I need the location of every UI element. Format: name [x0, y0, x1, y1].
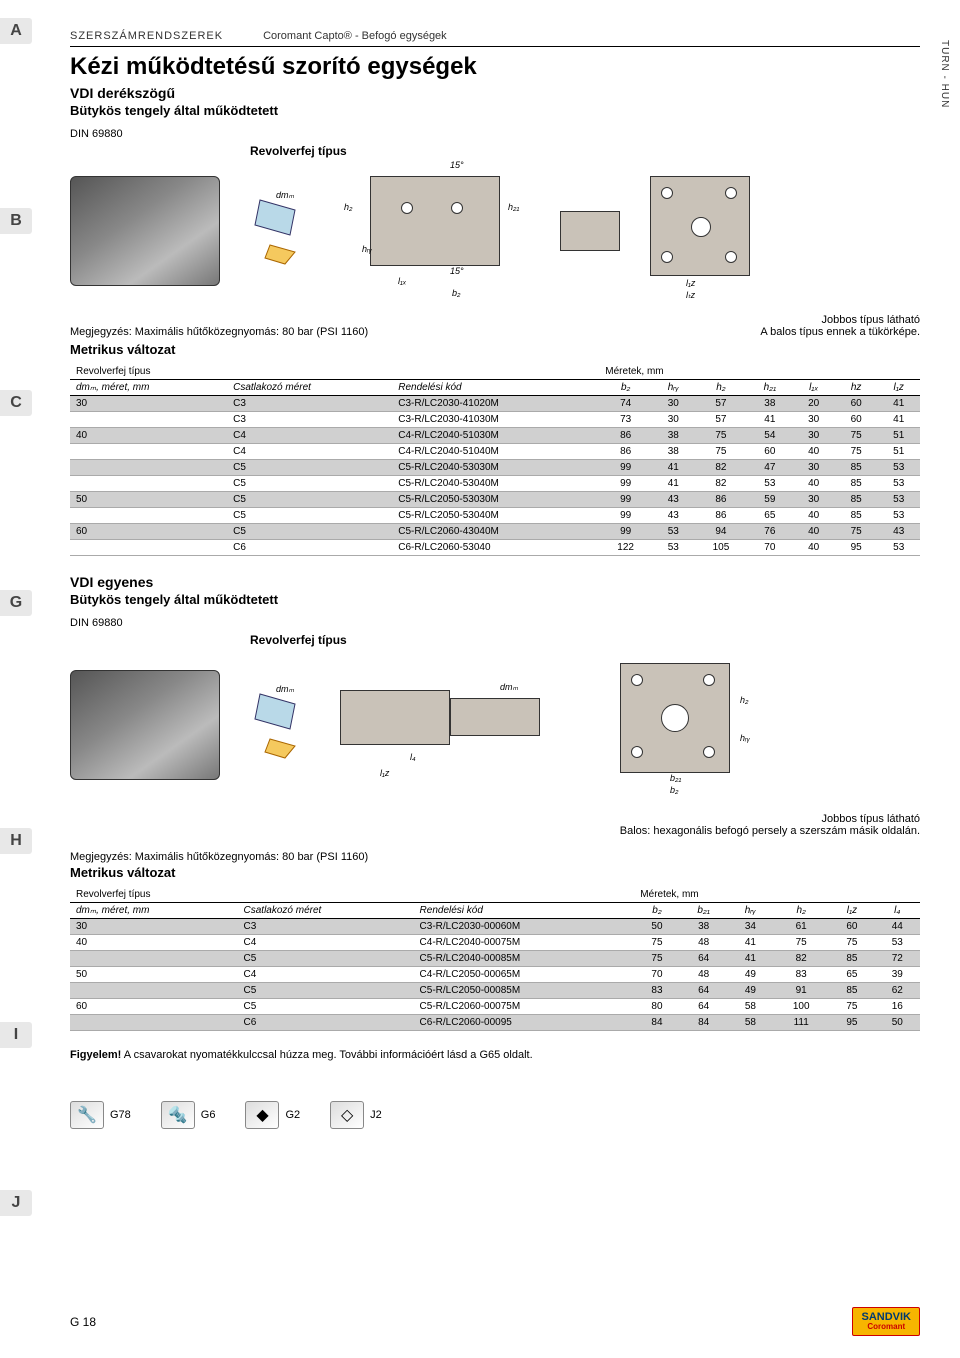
header-category: SZERSZÁMRENDSZEREK — [70, 30, 223, 42]
ref-label: G6 — [201, 1109, 216, 1121]
note-r1-l2: A balos típus ennek a tükörképe. — [760, 326, 920, 338]
dim-l1z: l₁z — [686, 278, 695, 288]
table-row: C5C5-R/LC2040-53040M99418253408553 — [70, 476, 920, 492]
table-row: C5C5-R/LC2050-00085M836449918562 — [70, 983, 920, 999]
dim2-b21: b₂₁ — [670, 773, 681, 783]
note-r2-l1: Jobbos típus látható — [70, 813, 920, 825]
note-left-2: Megjegyzés: Maximális hűtőközegnyomás: 8… — [70, 851, 920, 863]
note-right-1: Jobbos típus látható A balos típus ennek… — [760, 314, 920, 338]
footer: G 18 SANDVIK Coromant — [70, 1307, 920, 1336]
ref-label: J2 — [370, 1109, 382, 1121]
metric-heading-2: Metrikus változat — [70, 865, 920, 880]
icon-ref: 🔧 G78 — [70, 1101, 131, 1129]
header-subtitle: Coromant Capto® - Befogó egységek — [263, 30, 447, 42]
section1-line1: VDI derékszögű — [70, 85, 920, 101]
dim2-dmm: dmₘ — [276, 684, 294, 695]
note-row-1: Megjegyzés: Maximális hűtőközegnyomás: 8… — [70, 314, 920, 338]
footer-logo: SANDVIK Coromant — [852, 1307, 920, 1336]
ref-label: G78 — [110, 1109, 131, 1121]
dim-h21: h₂₁ — [508, 202, 519, 212]
dim2-dmm2: dmₘ — [500, 682, 518, 693]
dim-l1x: l₁ₓ — [398, 276, 406, 286]
table-row: 60C5C5-R/LC2060-43040M99539476407543 — [70, 524, 920, 540]
section2-line2: Bütykös tengely által működtetett — [70, 592, 920, 607]
dim2-hry: hᵣᵧ — [740, 733, 750, 743]
table-row: 50C4C4-R/LC2050-00065M704849836539 — [70, 967, 920, 983]
dim-hry: hᵣᵧ — [362, 244, 372, 254]
table-row: C4C4-R/LC2040-51040M86387560407551 — [70, 444, 920, 460]
note-r1-l1: Jobbos típus látható — [760, 314, 920, 326]
dim-dmm: dmₘ — [276, 190, 294, 201]
fig2-side-schem: dmₘ l₄ l₁z — [330, 660, 590, 790]
footer-page: G 18 — [70, 1315, 96, 1329]
table-row: 40C4C4-R/LC2040-00075M754841757553 — [70, 935, 920, 951]
section1-din: DIN 69880 — [70, 128, 920, 140]
section2-line1: VDI egyenes — [70, 574, 920, 590]
dim-b2: b₂ — [452, 288, 460, 298]
dim2-b2: b₂ — [670, 785, 678, 795]
figure-row-1: dmₘ 15° h₂ hᵣᵧ h₂₁ l₁ₓ b₂ 15° dmₘ — [70, 166, 920, 296]
table-row: C6C6-R/LC2060-530401225310570409553 — [70, 540, 920, 556]
table-row: C3C3-R/LC2030-41030M73305741306041 — [70, 412, 920, 428]
table-row: 40C4C4-R/LC2040-51030M86387554307551 — [70, 428, 920, 444]
ref-icon: ◆ — [245, 1101, 279, 1129]
section1-line2: Bütykös tengely által működtetett — [70, 103, 920, 118]
header-rule — [70, 46, 920, 47]
metric-heading-1: Metrikus változat — [70, 342, 920, 357]
table1: Revolverfej típusMéretek, mmdmₘ, méret, … — [70, 363, 920, 556]
table-row: 60C5C5-R/LC2060-00075M8064581007516 — [70, 999, 920, 1015]
icon-ref: ◆ G2 — [245, 1101, 300, 1129]
table-row: C5C5-R/LC2040-00085M756441828572 — [70, 951, 920, 967]
note-right-2: Jobbos típus látható Balos: hexagonális … — [70, 813, 920, 837]
fig1-side-schem: 15° h₂ hᵣᵧ h₂₁ l₁ₓ b₂ 15° — [330, 166, 540, 296]
section2-revolver-label: Revolverfej típus — [250, 633, 920, 647]
warning: Figyelem! A csavarokat nyomatékkulccsal … — [70, 1049, 920, 1061]
figure-row-2: dmₘ dmₘ l₄ l₁z h₂ hᵣᵧ b₂₁ b₂ — [70, 655, 920, 795]
ref-icon: 🔧 — [70, 1101, 104, 1129]
table-row: 50C5C5-R/LC2050-53030M99438659308553 — [70, 492, 920, 508]
fig1-cyl: dmₘ — [560, 211, 620, 251]
dim-15b: 15° — [450, 266, 464, 276]
fig1-front-schem: l₁z lₜz — [640, 166, 780, 296]
table-row: C5C5-R/LC2050-53040M99438665408553 — [70, 508, 920, 524]
table1-wrap: Revolverfej típusMéretek, mmdmₘ, méret, … — [70, 363, 920, 556]
section1-revolver-label: Revolverfej típus — [250, 144, 920, 158]
page: SZERSZÁMRENDSZEREK Coromant Capto® - Bef… — [0, 0, 960, 1358]
table-row: 30C3C3-R/LC2030-41020M74305738206041 — [70, 396, 920, 412]
fig2-insert: dmₘ — [240, 684, 310, 767]
ref-icon: ◇ — [330, 1101, 364, 1129]
warning-bold: Figyelem! — [70, 1049, 121, 1061]
dim2-l4: l₄ — [410, 752, 416, 762]
page-title: Kézi működtetésű szorító egységek — [70, 53, 920, 81]
ref-label: G2 — [285, 1109, 300, 1121]
icon-ref: ◇ J2 — [330, 1101, 382, 1129]
icon-ref: 🔩 G6 — [161, 1101, 216, 1129]
note-left-1: Megjegyzés: Maximális hűtőközegnyomás: 8… — [70, 326, 368, 338]
section2-din: DIN 69880 — [70, 617, 920, 629]
logo-sub: Coromant — [861, 1323, 911, 1332]
dim-h2: h₂ — [344, 202, 352, 212]
icons-row: 🔧 G78 🔩 G6 ◆ G2 ◇ J2 — [70, 1101, 920, 1129]
dim2-l1z: l₁z — [380, 768, 389, 778]
table-row: C6C6-R/LC2060-000958484581119550 — [70, 1015, 920, 1031]
fig2-render — [70, 670, 220, 780]
fig1-insert: dmₘ — [240, 190, 310, 273]
table-row: 30C3C3-R/LC2030-00060M503834616044 — [70, 919, 920, 935]
table2-wrap: Revolverfej típusMéretek, mmdmₘ, méret, … — [70, 886, 920, 1031]
dim-ltz: lₜz — [686, 290, 695, 301]
warning-text: A csavarokat nyomatékkulccsal húzza meg.… — [121, 1049, 532, 1061]
dim-15a: 15° — [450, 160, 464, 170]
fig2-front-schem: h₂ hᵣᵧ b₂₁ b₂ — [610, 655, 780, 795]
note-r2-l2: Balos: hexagonális befogó persely a szer… — [70, 825, 920, 837]
fig1-render — [70, 176, 220, 286]
ref-icon: 🔩 — [161, 1101, 195, 1129]
table2: Revolverfej típusMéretek, mmdmₘ, méret, … — [70, 886, 920, 1031]
header-row: SZERSZÁMRENDSZEREK Coromant Capto® - Bef… — [70, 30, 920, 42]
dim2-h2: h₂ — [740, 695, 748, 705]
table-row: C5C5-R/LC2040-53030M99418247308553 — [70, 460, 920, 476]
